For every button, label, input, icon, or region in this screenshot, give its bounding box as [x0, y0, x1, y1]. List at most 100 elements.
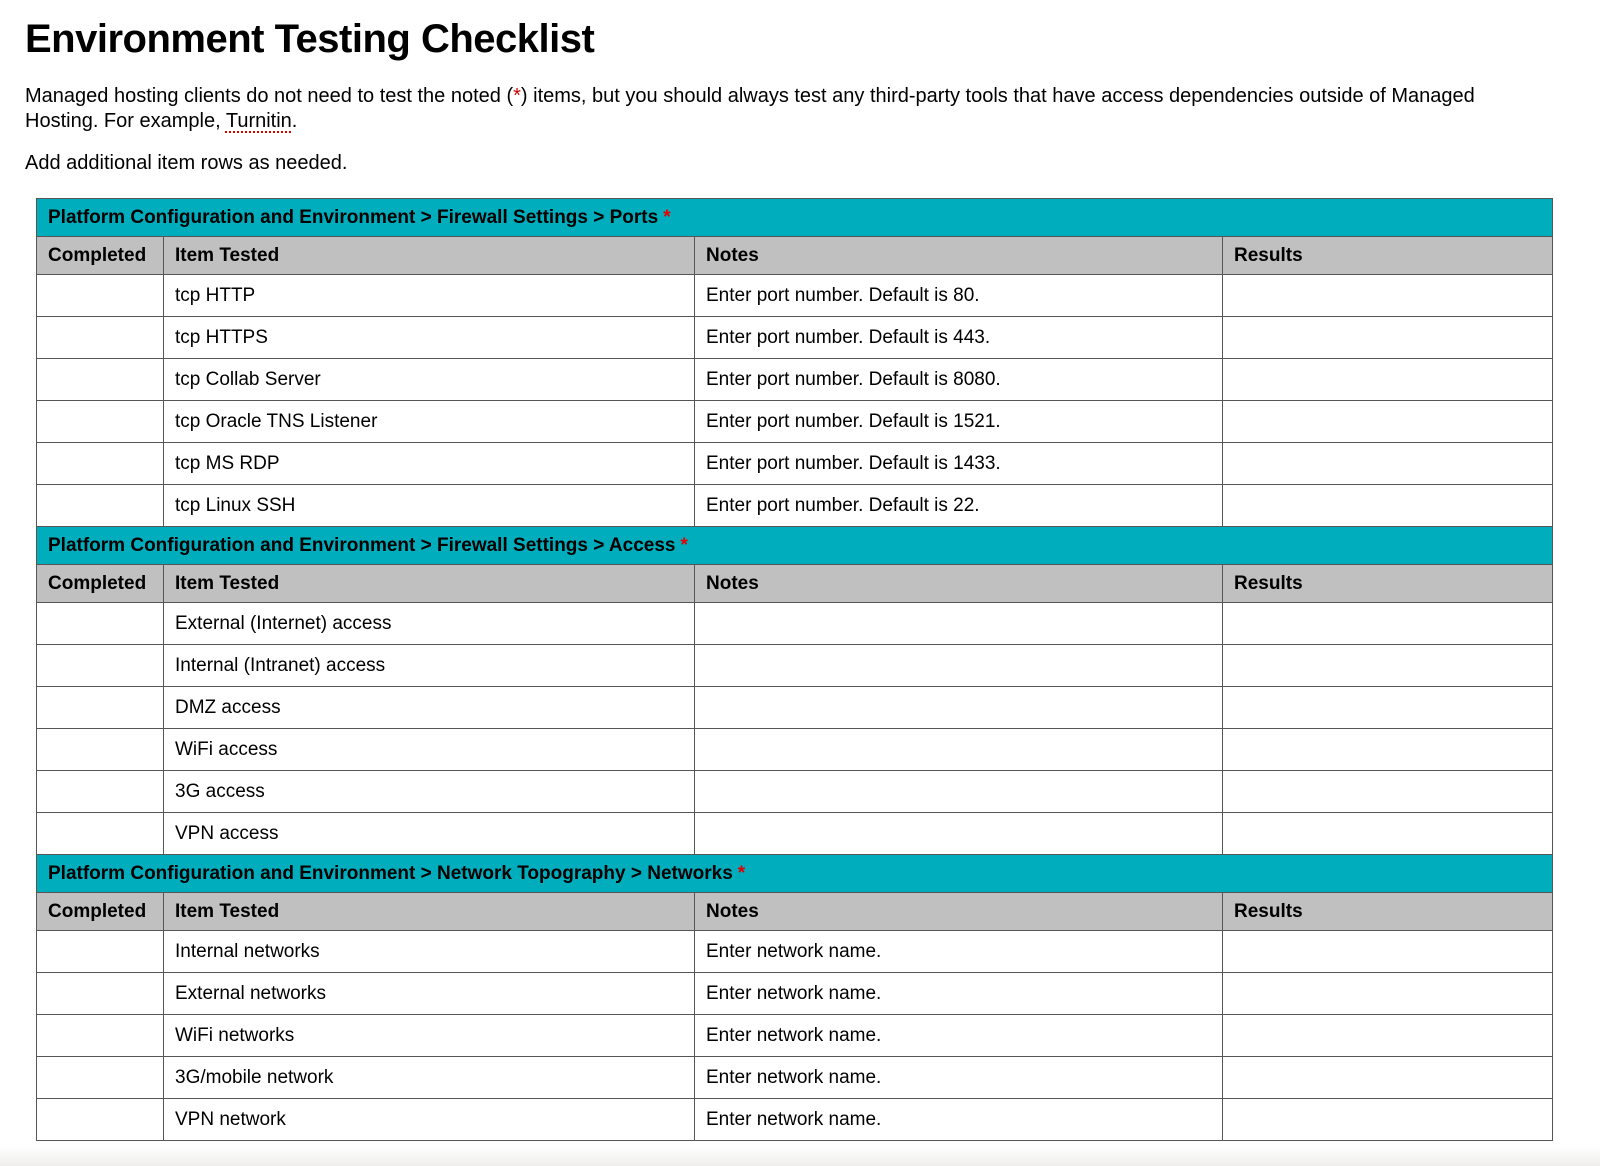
column-header-row: Completed Item Tested Notes Results: [36, 236, 1554, 275]
completed-cell[interactable]: [36, 686, 164, 729]
completed-cell[interactable]: [36, 274, 164, 317]
column-header-results: Results: [1221, 236, 1554, 275]
section-header-row: Platform Configuration and Environment >…: [35, 198, 1554, 237]
notes-cell[interactable]: Enter port number. Default is 443.: [694, 316, 1223, 359]
column-header-row: Completed Item Tested Notes Results: [36, 564, 1554, 603]
results-cell[interactable]: [1221, 484, 1554, 527]
results-cell[interactable]: [1221, 442, 1554, 485]
page-title: Environment Testing Checklist: [25, 17, 595, 61]
table-row: External (Internet) access: [36, 602, 1554, 645]
completed-cell[interactable]: [36, 358, 164, 401]
notes-cell[interactable]: Enter port number. Default is 8080.: [694, 358, 1223, 401]
section-header: Platform Configuration and Environment >…: [36, 854, 1553, 893]
results-cell[interactable]: [1222, 1056, 1553, 1099]
completed-cell[interactable]: [36, 770, 164, 813]
item-tested-cell: External networks: [163, 972, 695, 1015]
intro-text-after: ) items, but you should always test any …: [25, 85, 1475, 132]
notes-cell[interactable]: [694, 602, 1223, 645]
completed-cell[interactable]: [36, 972, 164, 1015]
notes-cell[interactable]: Enter network name.: [694, 972, 1223, 1015]
item-tested-cell: tcp Collab Server: [163, 358, 695, 401]
results-cell[interactable]: [1221, 358, 1554, 401]
section-header-label: Platform Configuration and Environment >…: [48, 862, 733, 884]
notes-cell[interactable]: Enter network name.: [694, 930, 1223, 973]
notes-cell[interactable]: Enter port number. Default is 1433.: [694, 442, 1223, 485]
item-tested-cell: Internal (Intranet) access: [163, 644, 695, 687]
item-tested-cell: tcp Oracle TNS Listener: [163, 400, 695, 443]
column-header-completed: Completed: [36, 892, 164, 931]
table-row: External networks Enter network name.: [36, 972, 1553, 1015]
completed-cell[interactable]: [36, 644, 164, 687]
section-header-asterisk: *: [680, 534, 688, 556]
completed-cell[interactable]: [36, 812, 164, 855]
results-cell[interactable]: [1222, 972, 1553, 1015]
results-cell[interactable]: [1221, 686, 1554, 729]
notes-cell[interactable]: Enter network name.: [694, 1056, 1223, 1099]
intro-paragraph: Managed hosting clients do not need to t…: [25, 84, 1535, 134]
table-row: DMZ access: [36, 686, 1554, 729]
table-row: tcp HTTPS Enter port number. Default is …: [36, 316, 1554, 359]
checklist-table: Platform Configuration and Environment >…: [35, 526, 1554, 855]
column-header-item-tested: Item Tested: [163, 564, 695, 603]
completed-cell[interactable]: [36, 1098, 164, 1141]
table-row: Internal networks Enter network name.: [36, 930, 1553, 973]
table-row: VPN network Enter network name.: [36, 1098, 1553, 1141]
section-header: Platform Configuration and Environment >…: [35, 198, 1554, 237]
table-row: tcp Collab Server Enter port number. Def…: [36, 358, 1554, 401]
results-cell[interactable]: [1221, 400, 1554, 443]
table-row: tcp Oracle TNS Listener Enter port numbe…: [36, 400, 1554, 443]
column-header-completed: Completed: [36, 564, 164, 603]
item-tested-cell: VPN access: [163, 812, 695, 855]
notes-cell[interactable]: Enter network name.: [694, 1014, 1223, 1057]
results-cell[interactable]: [1221, 602, 1554, 645]
results-cell[interactable]: [1221, 644, 1554, 687]
notes-cell[interactable]: [694, 812, 1223, 855]
item-tested-cell: tcp Linux SSH: [163, 484, 695, 527]
completed-cell[interactable]: [36, 442, 164, 485]
table-row: VPN access: [36, 812, 1554, 855]
notes-cell[interactable]: Enter port number. Default is 22.: [694, 484, 1223, 527]
notes-cell[interactable]: [694, 644, 1223, 687]
completed-cell[interactable]: [36, 1056, 164, 1099]
results-cell[interactable]: [1222, 1098, 1553, 1141]
notes-cell[interactable]: [694, 728, 1223, 771]
results-cell[interactable]: [1221, 728, 1554, 771]
notes-cell[interactable]: Enter network name.: [694, 1098, 1223, 1141]
notes-cell[interactable]: [694, 686, 1223, 729]
notes-cell[interactable]: Enter port number. Default is 80.: [694, 274, 1223, 317]
item-tested-cell: External (Internet) access: [163, 602, 695, 645]
completed-cell[interactable]: [36, 728, 164, 771]
results-cell[interactable]: [1222, 1014, 1553, 1057]
completed-cell[interactable]: [36, 602, 164, 645]
spellcheck-word: Turnitin: [225, 110, 292, 132]
item-tested-cell: 3G/mobile network: [163, 1056, 695, 1099]
column-header-completed: Completed: [36, 236, 164, 275]
item-tested-cell: WiFi networks: [163, 1014, 695, 1057]
column-header-notes: Notes: [694, 892, 1223, 931]
completed-cell[interactable]: [36, 400, 164, 443]
notes-cell[interactable]: [694, 770, 1223, 813]
column-header-item-tested: Item Tested: [163, 892, 695, 931]
completed-cell[interactable]: [36, 1014, 164, 1057]
table-row: 3G/mobile network Enter network name.: [36, 1056, 1553, 1099]
item-tested-cell: tcp HTTP: [163, 274, 695, 317]
results-cell[interactable]: [1221, 770, 1554, 813]
notes-cell[interactable]: Enter port number. Default is 1521.: [694, 400, 1223, 443]
table-row: 3G access: [36, 770, 1554, 813]
results-cell[interactable]: [1221, 812, 1554, 855]
results-cell[interactable]: [1221, 316, 1554, 359]
section-header: Platform Configuration and Environment >…: [35, 526, 1554, 565]
results-cell[interactable]: [1221, 274, 1554, 317]
completed-cell[interactable]: [36, 316, 164, 359]
completed-cell[interactable]: [36, 484, 164, 527]
section-header-label: Platform Configuration and Environment >…: [48, 206, 659, 228]
checklist-table: Platform Configuration and Environment >…: [35, 198, 1554, 527]
completed-cell[interactable]: [36, 930, 164, 973]
intro-text-before: Managed hosting clients do not need to t…: [25, 85, 514, 107]
results-cell[interactable]: [1222, 930, 1553, 973]
table-row: WiFi networks Enter network name.: [36, 1014, 1553, 1057]
section-header-row: Platform Configuration and Environment >…: [36, 854, 1553, 893]
column-header-results: Results: [1221, 564, 1554, 603]
checklist-tables: Platform Configuration and Environment >…: [35, 198, 1555, 1141]
